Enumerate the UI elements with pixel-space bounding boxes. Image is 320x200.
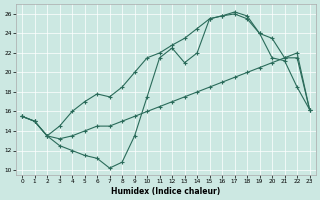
X-axis label: Humidex (Indice chaleur): Humidex (Indice chaleur): [111, 187, 220, 196]
